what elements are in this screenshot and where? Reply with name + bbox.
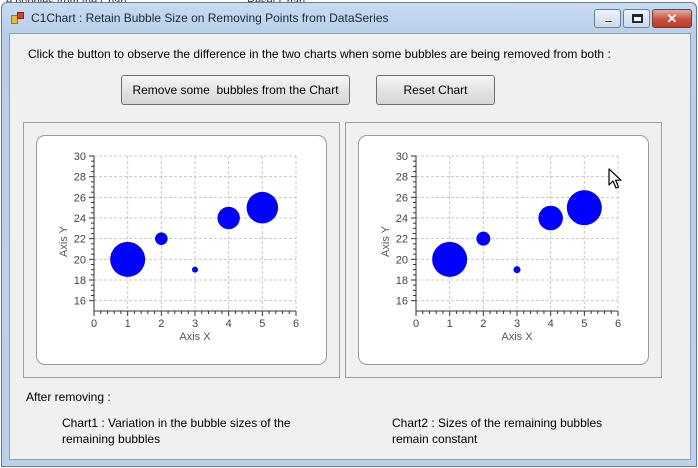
y-tick-label: 26: [396, 192, 408, 204]
x-tick-label: 3: [514, 318, 520, 330]
y-tick-label: 20: [74, 254, 86, 266]
x-tick-label: 0: [91, 318, 97, 330]
chart1-panel: 0 1 2 3 4 5 6 16 18 20 22 24 26 28 30 Axis X Axis Y: [23, 122, 340, 378]
reset-chart-button[interactable]: Reset Chart: [376, 75, 495, 105]
bubble-point: [538, 205, 563, 231]
chart1-frame: 0 1 2 3 4 5 6 16 18 20 22 24 26 28 30 Axis X Axis Y: [36, 135, 327, 365]
y-tick-label: 28: [74, 172, 86, 184]
y-tick-label: 28: [396, 172, 408, 184]
bubble-point: [110, 241, 146, 277]
x-tick-label: 6: [615, 318, 621, 330]
y-axis-title: Axis Y: [380, 225, 392, 257]
bubble-point: [217, 206, 240, 230]
y-tick-label: 26: [74, 192, 86, 204]
x-axis-title: Axis X: [179, 331, 211, 343]
y-axis-title: Axis Y: [58, 225, 70, 257]
window-title: C1Chart : Retain Bubble Size on Removing…: [31, 11, 389, 25]
bubble-point: [155, 232, 168, 245]
x-tick-label: 0: [413, 318, 419, 330]
form-client-area: Click the button to observe the differen…: [9, 33, 691, 460]
y-tick-label: 24: [74, 213, 86, 225]
instruction-text: Click the button to observe the differen…: [28, 47, 611, 61]
x-axis-title: Axis X: [501, 331, 533, 343]
close-button[interactable]: ✕: [652, 9, 692, 28]
mouse-cursor-icon: [608, 168, 622, 189]
x-tick-label: 2: [480, 318, 486, 330]
y-tick-label: 30: [74, 151, 86, 163]
title-bar[interactable]: C1Chart : Retain Bubble Size on Removing…: [2, 3, 696, 33]
remove-bubbles-button[interactable]: Remove some bubbles from the Chart: [121, 75, 350, 105]
y-tick-label: 18: [74, 275, 86, 287]
chart2-frame: 0 1 2 3 4 5 6 16 18 20 22 24 26 28 30 Axis X Axis Y: [358, 135, 649, 365]
bubble-point: [476, 231, 491, 246]
chart1-note: Chart1 : Variation in the bubble sizes o…: [62, 416, 291, 446]
bubble-point: [432, 241, 468, 277]
y-tick-label: 22: [74, 234, 86, 246]
bubble-point: [566, 190, 602, 226]
app-icon: [11, 12, 25, 24]
chart2-panel: 0 1 2 3 4 5 6 16 18 20 22 24 26 28 30 Axis X Axis Y: [345, 122, 662, 378]
x-tick-label: 5: [259, 318, 265, 330]
bubble-point: [513, 266, 521, 274]
maximize-icon: [632, 14, 643, 23]
x-tick-label: 6: [293, 318, 299, 330]
x-tick-label: 4: [548, 318, 554, 330]
minimize-icon: [604, 20, 613, 23]
x-tick-label: 1: [125, 318, 131, 330]
chart2-note: Chart2 : Sizes of the remaining bubbles …: [392, 416, 603, 446]
after-removing-label: After removing :: [26, 390, 111, 404]
chart1: 0 1 2 3 4 5 6 16 18 20 22 24 26 28 30 Axis X Axis Y: [58, 151, 299, 343]
y-tick-label: 30: [396, 151, 408, 163]
bubble-point: [192, 266, 198, 273]
y-tick-label: 24: [396, 213, 408, 225]
minimize-button[interactable]: [594, 9, 621, 28]
bubble-point: [246, 191, 279, 224]
x-tick-label: 3: [192, 318, 198, 330]
y-tick-label: 22: [396, 234, 408, 246]
x-tick-label: 4: [226, 318, 232, 330]
x-tick-label: 1: [447, 318, 453, 330]
y-tick-label: 20: [396, 254, 408, 266]
y-tick-label: 16: [396, 296, 408, 308]
maximize-button[interactable]: [623, 9, 650, 28]
y-tick-label: 18: [396, 275, 408, 287]
chart2: 0 1 2 3 4 5 6 16 18 20 22 24 26 28 30 Axis X Axis Y: [380, 151, 621, 343]
x-tick-label: 2: [158, 318, 164, 330]
x-tick-label: 5: [581, 318, 587, 330]
close-icon: ✕: [666, 11, 678, 26]
y-tick-label: 16: [74, 296, 86, 308]
